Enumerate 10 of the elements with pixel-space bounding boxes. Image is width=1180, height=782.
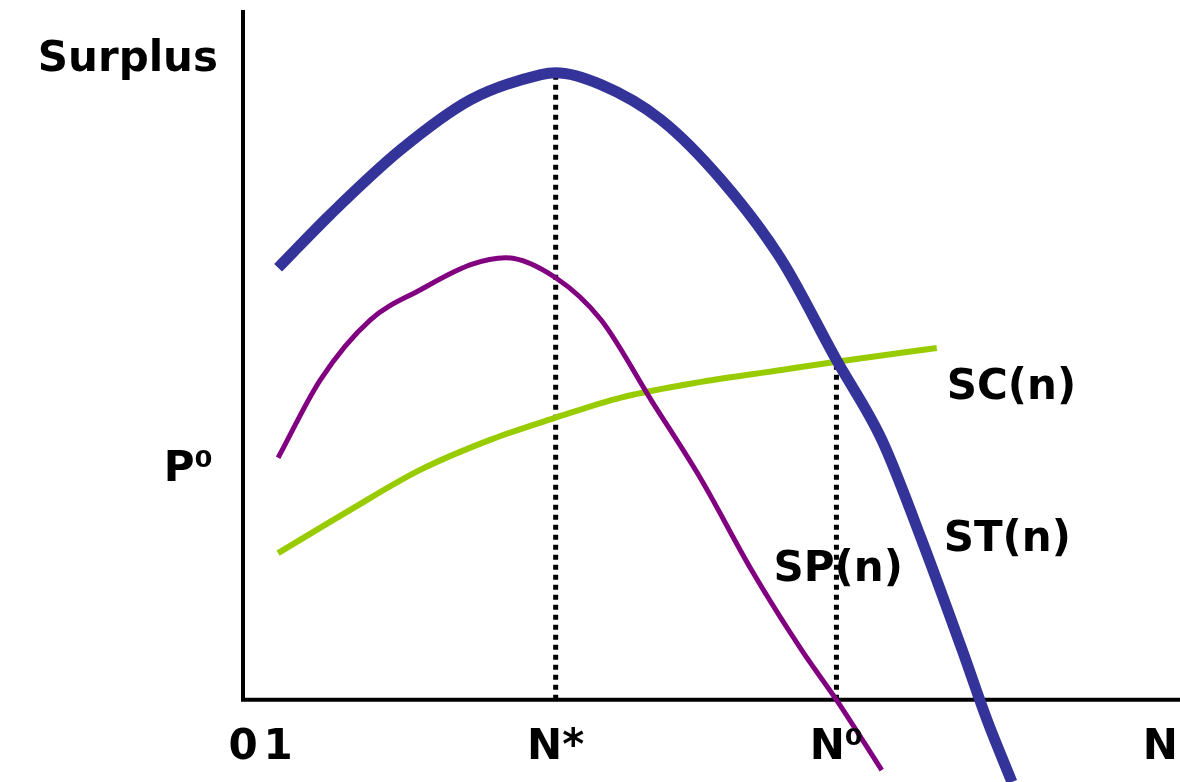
text: P⁰: [163, 442, 213, 492]
x-axis-title: N: [1142, 719, 1178, 769]
x-tick-label: N⁰: [809, 719, 864, 769]
series-label: SP(n): [773, 541, 903, 591]
x-tick-label: 0: [228, 719, 258, 769]
y-axis-title: Surplus: [37, 31, 218, 81]
series-label: SC(n): [946, 359, 1077, 409]
x-tick-label: N*: [527, 719, 585, 769]
x-tick-label: 1: [263, 719, 293, 769]
series-label: ST(n): [943, 511, 1071, 561]
